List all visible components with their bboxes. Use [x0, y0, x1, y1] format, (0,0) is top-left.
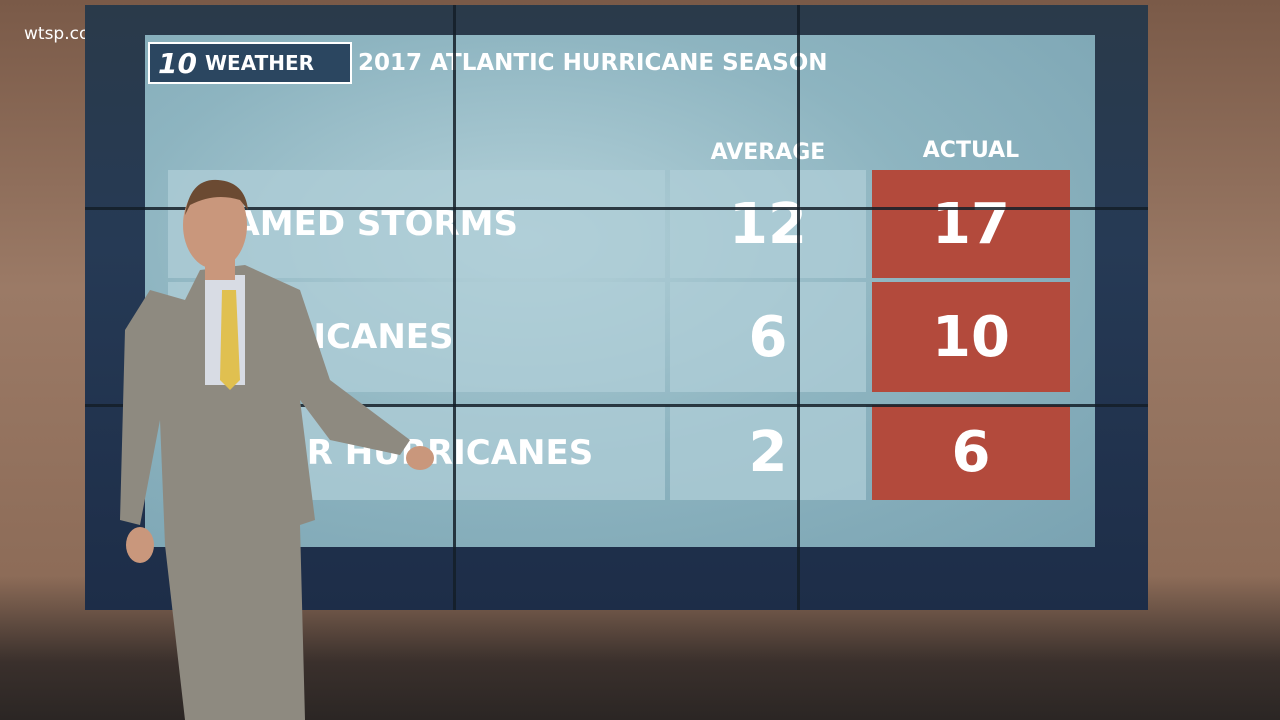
logo-badge: 10 WEATHER	[148, 42, 352, 84]
column-header: AVERAGE	[710, 140, 826, 165]
actual-value: 17	[932, 191, 1010, 257]
monitor-seam	[453, 5, 456, 610]
actual-value: 6	[951, 420, 991, 485]
average-cell	[670, 405, 866, 500]
average-value: 12	[729, 191, 807, 257]
average-cell	[670, 170, 866, 278]
average-value: 6	[748, 304, 788, 370]
monitor-seam	[85, 207, 1148, 210]
actual-cell	[872, 405, 1070, 500]
column-header: ACTUAL	[922, 138, 1020, 163]
row-label: NAMED STORMS	[205, 204, 518, 244]
average-cell	[670, 282, 866, 392]
monitor-seam	[797, 5, 800, 610]
monitor-seam	[85, 404, 1148, 407]
average-value: 2	[748, 420, 788, 485]
actual-cell	[872, 170, 1070, 278]
title: 2017 ATLANTIC HURRICANE SEASON	[358, 50, 828, 76]
actual-cell	[872, 282, 1070, 392]
actual-value: 10	[932, 304, 1010, 370]
logo: 10	[158, 46, 197, 80]
row-label-cell	[168, 170, 665, 278]
badge: WEATHER	[204, 51, 315, 75]
